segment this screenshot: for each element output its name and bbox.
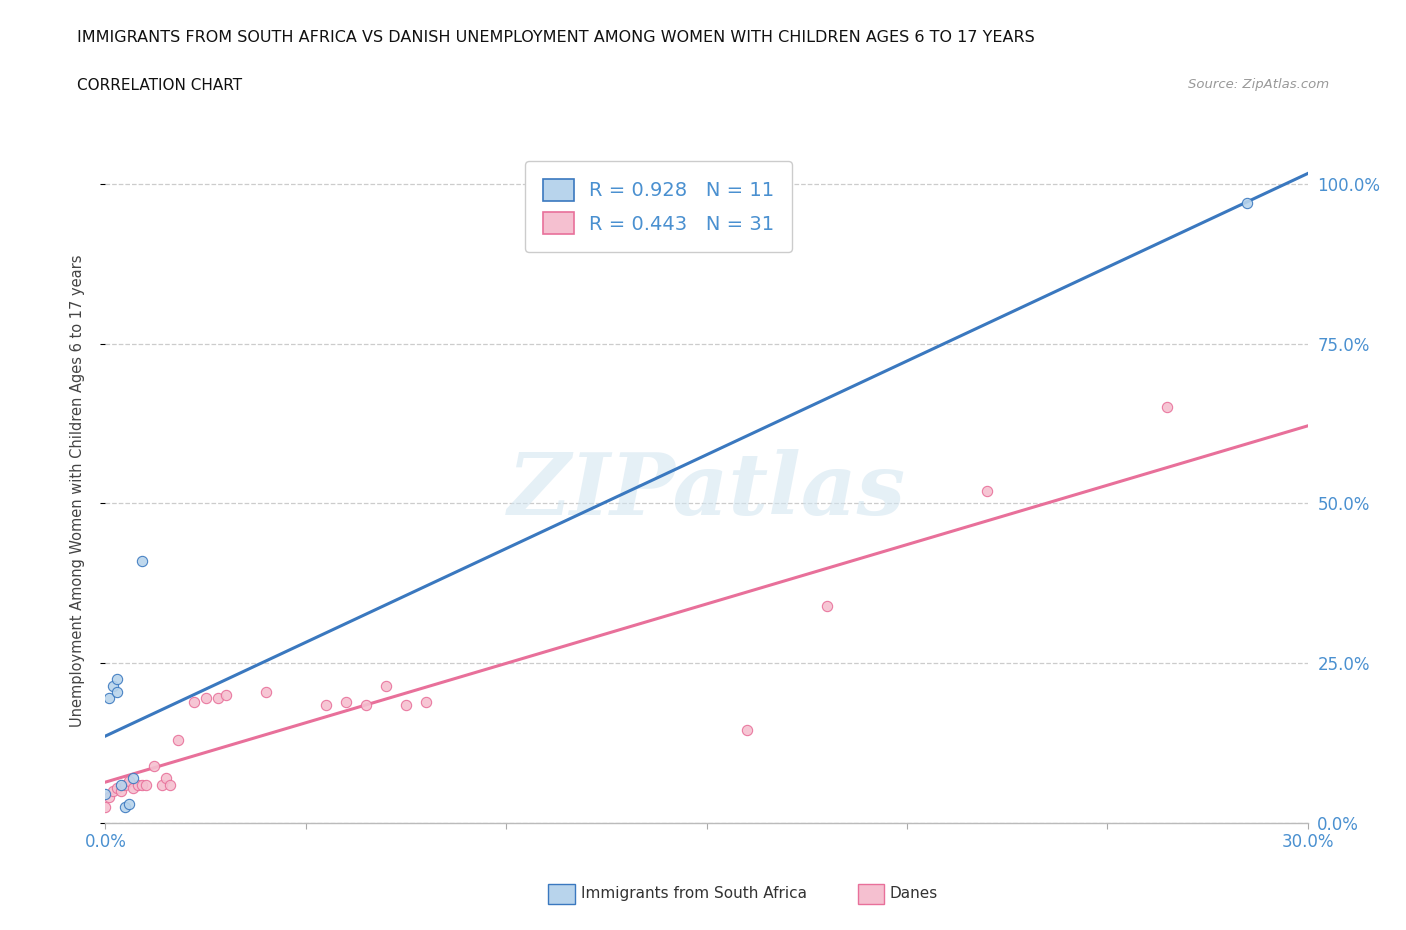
Point <box>735 723 758 737</box>
Text: CORRELATION CHART: CORRELATION CHART <box>77 78 242 93</box>
Point <box>94 787 117 802</box>
Point <box>155 771 177 786</box>
Point <box>335 694 357 709</box>
Text: Danes: Danes <box>890 886 938 901</box>
Point <box>194 691 217 706</box>
Point <box>114 777 136 792</box>
Point <box>118 774 141 789</box>
Point <box>815 598 838 613</box>
Point <box>114 800 136 815</box>
Point <box>98 691 121 706</box>
Point <box>315 698 337 712</box>
Point <box>976 484 998 498</box>
Point <box>110 777 132 792</box>
Point <box>131 777 153 792</box>
Point <box>1156 400 1178 415</box>
Legend: R = 0.928   N = 11, R = 0.443   N = 31: R = 0.928 N = 11, R = 0.443 N = 31 <box>524 161 792 252</box>
Point <box>254 684 277 699</box>
Point <box>122 780 145 795</box>
Point <box>374 678 398 693</box>
Point <box>127 777 149 792</box>
Point <box>354 698 377 712</box>
Text: Immigrants from South Africa: Immigrants from South Africa <box>581 886 807 901</box>
Text: IMMIGRANTS FROM SOUTH AFRICA VS DANISH UNEMPLOYMENT AMONG WOMEN WITH CHILDREN AG: IMMIGRANTS FROM SOUTH AFRICA VS DANISH U… <box>77 30 1035 45</box>
Point <box>131 553 153 568</box>
Point <box>159 777 181 792</box>
Point <box>98 790 121 805</box>
Y-axis label: Unemployment Among Women with Children Ages 6 to 17 years: Unemployment Among Women with Children A… <box>70 254 84 727</box>
Point <box>183 694 205 709</box>
Point <box>166 733 188 748</box>
Text: Source: ZipAtlas.com: Source: ZipAtlas.com <box>1188 78 1329 91</box>
Point <box>118 796 141 811</box>
Point <box>1236 195 1258 210</box>
Point <box>395 698 418 712</box>
Point <box>135 777 157 792</box>
Point <box>107 684 129 699</box>
Point <box>122 771 145 786</box>
Point <box>110 784 132 799</box>
Point <box>94 800 117 815</box>
Point <box>415 694 437 709</box>
Point <box>214 688 236 703</box>
Text: ZIPatlas: ZIPatlas <box>508 449 905 532</box>
Point <box>103 678 125 693</box>
Point <box>103 784 125 799</box>
Point <box>142 758 165 773</box>
Point <box>107 671 129 686</box>
Point <box>207 691 229 706</box>
Point <box>107 780 129 795</box>
Point <box>150 777 173 792</box>
